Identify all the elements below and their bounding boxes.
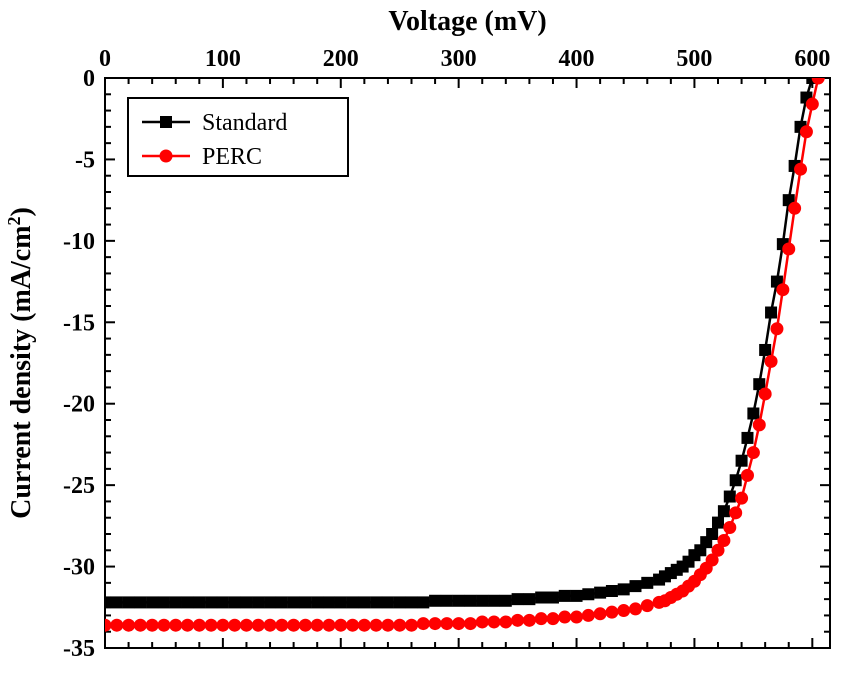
svg-text:Voltage (mV): Voltage (mV) xyxy=(388,6,546,37)
svg-text:500: 500 xyxy=(676,46,712,72)
svg-text:PERC: PERC xyxy=(202,144,262,170)
svg-text:-15: -15 xyxy=(63,310,95,336)
svg-text:0: 0 xyxy=(99,46,111,72)
jv-curve-chart: 0 100 200 300 400 500 600 Voltage (mV) 0 -5 -10 -15… xyxy=(0,0,850,682)
svg-text:-25: -25 xyxy=(63,473,95,499)
svg-text:-5: -5 xyxy=(75,147,95,173)
svg-text:100: 100 xyxy=(205,46,241,72)
svg-text:Standard: Standard xyxy=(202,110,287,136)
svg-text:300: 300 xyxy=(441,46,477,72)
svg-text:Current density (mA/cm2): Current density (mA/cm2) xyxy=(4,207,37,519)
svg-text:0: 0 xyxy=(83,66,95,92)
svg-text:200: 200 xyxy=(323,46,359,72)
svg-text:-10: -10 xyxy=(63,229,95,255)
svg-text:-20: -20 xyxy=(63,392,95,418)
svg-text:600: 600 xyxy=(794,46,830,72)
svg-text:-30: -30 xyxy=(63,555,95,581)
svg-text:-35: -35 xyxy=(63,636,95,662)
svg-text:400: 400 xyxy=(559,46,595,72)
chart-svg: 0 100 200 300 400 500 600 Voltage (mV) 0 -5 -10 -15… xyxy=(0,0,850,682)
